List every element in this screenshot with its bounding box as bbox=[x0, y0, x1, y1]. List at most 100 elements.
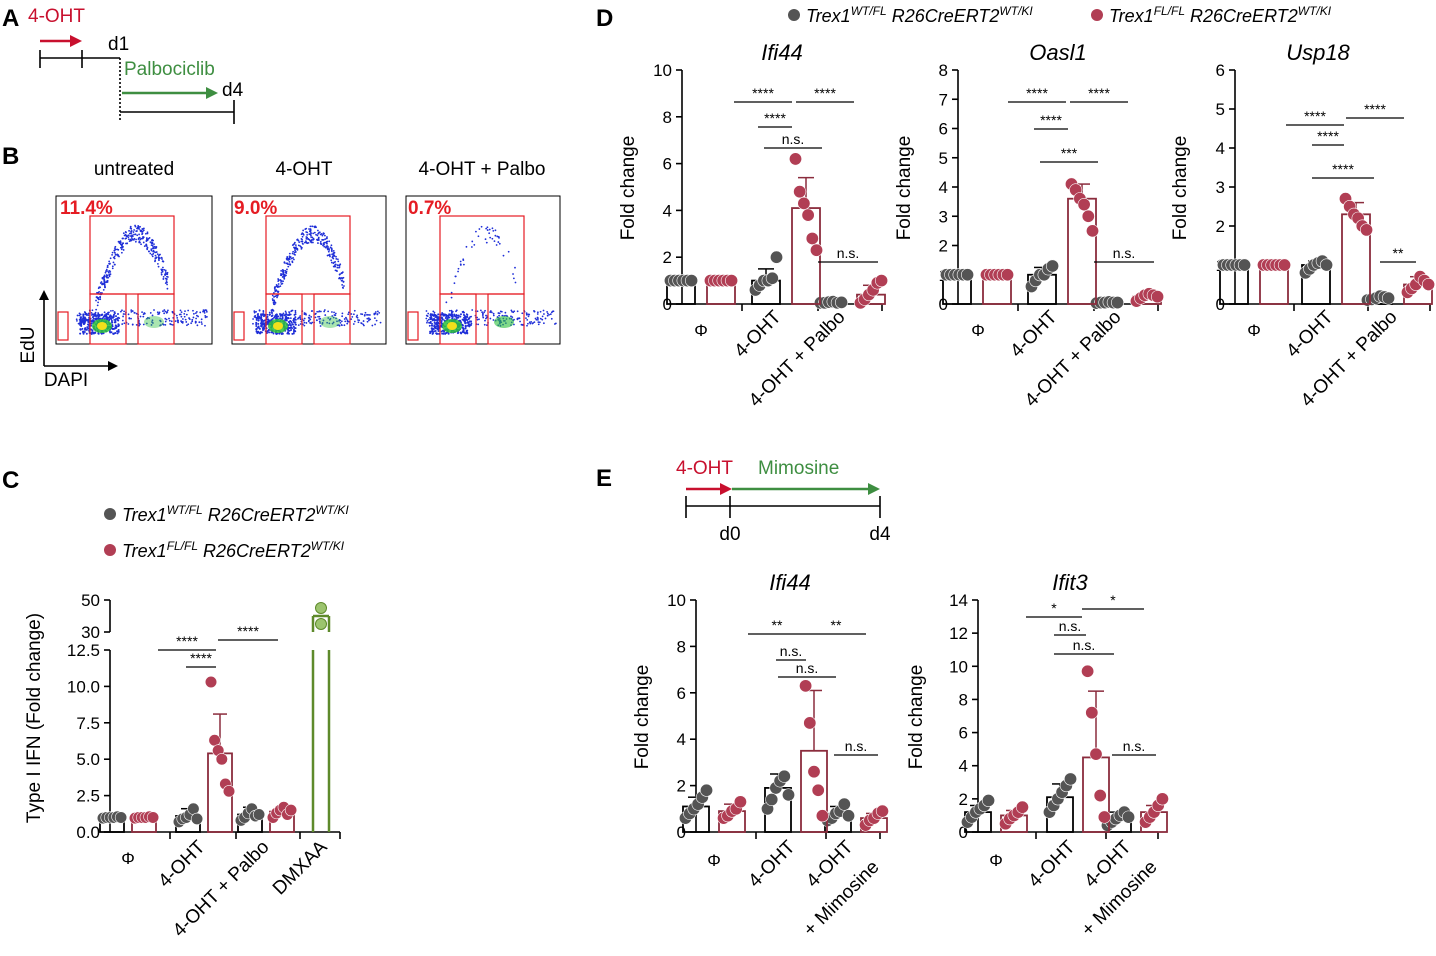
flow-dot bbox=[425, 310, 428, 312]
flow-dot bbox=[485, 317, 487, 320]
flow-dot bbox=[199, 311, 202, 314]
D1-point-1-1-5 bbox=[809, 243, 823, 257]
flow-dot bbox=[457, 314, 460, 317]
flow-dot bbox=[331, 253, 334, 256]
panel-a-d1-label: d1 bbox=[108, 34, 129, 55]
flow-dot bbox=[546, 312, 549, 315]
flow-dot bbox=[321, 322, 324, 325]
flow-dot bbox=[342, 276, 345, 279]
flow-dot bbox=[330, 261, 333, 264]
flow-dot bbox=[127, 234, 130, 237]
flow-dot bbox=[533, 321, 536, 323]
flow-dot bbox=[108, 330, 111, 333]
flow-dot bbox=[154, 257, 157, 260]
flow-dot bbox=[130, 310, 133, 313]
c-point-1-2-5 bbox=[284, 804, 298, 817]
flow-dot bbox=[486, 226, 489, 229]
flow-dot bbox=[536, 311, 539, 314]
D1-point-0-0-5 bbox=[684, 274, 698, 288]
flow-dot bbox=[168, 317, 170, 320]
flow-dot bbox=[157, 265, 160, 268]
E2-point-0-1-5 bbox=[1064, 772, 1078, 786]
flow-dot bbox=[139, 323, 141, 326]
flow-dot bbox=[345, 318, 348, 320]
flow-dot bbox=[94, 312, 96, 315]
flow-dot bbox=[428, 324, 431, 327]
flow-dot bbox=[288, 260, 291, 263]
flow-dot bbox=[81, 318, 84, 321]
flow-dot bbox=[464, 315, 467, 318]
flow-dot bbox=[111, 265, 114, 268]
flow-dot bbox=[441, 329, 444, 332]
flow-dots-2 bbox=[425, 225, 557, 335]
E1-sig-label-3: n.s. bbox=[796, 660, 819, 676]
flow-dot bbox=[187, 323, 190, 326]
D3-sig-label-0: **** bbox=[1304, 108, 1326, 124]
d2-xlabel-phi: Φ bbox=[971, 321, 985, 340]
flow-dot bbox=[281, 317, 284, 320]
flow-dot bbox=[157, 255, 160, 257]
flow-dot bbox=[494, 234, 497, 237]
flow-dot bbox=[181, 318, 184, 320]
flow-dot bbox=[105, 268, 108, 271]
E2-point-1-1-4 bbox=[1097, 810, 1111, 824]
flow-dot bbox=[129, 239, 132, 242]
flow-dot bbox=[90, 311, 93, 314]
flow-dot bbox=[314, 313, 317, 316]
flow-dot bbox=[252, 318, 254, 320]
flow-dot bbox=[536, 313, 539, 315]
flow-dot bbox=[108, 318, 111, 321]
flow-dot bbox=[288, 329, 291, 332]
flow-dot bbox=[298, 241, 301, 244]
panel-c: C Trex1WT/FL R26CreERT2WT/KI Trex1FL/FL … bbox=[2, 467, 349, 941]
flow-dot bbox=[323, 243, 325, 246]
flow-dot bbox=[119, 243, 122, 246]
c-ytick-upper-label-1: 50 bbox=[81, 591, 100, 610]
flow-dot bbox=[333, 311, 335, 314]
flow-dot bbox=[483, 323, 486, 326]
flow-dot bbox=[128, 232, 131, 235]
flow-dot bbox=[183, 312, 186, 315]
flow-dot bbox=[464, 321, 466, 324]
c-point-0-2-5 bbox=[252, 808, 266, 821]
flow-dot bbox=[116, 248, 119, 251]
flow-dot bbox=[530, 321, 533, 323]
flow-dot bbox=[490, 311, 493, 314]
flow-dot bbox=[160, 268, 163, 271]
flow-dot bbox=[326, 248, 329, 251]
flow-dot bbox=[130, 237, 133, 239]
flow-dot bbox=[476, 316, 478, 319]
flow-dot bbox=[432, 310, 435, 313]
flow-dot bbox=[317, 232, 320, 235]
flow-dot bbox=[443, 313, 446, 316]
flow-dot bbox=[116, 317, 119, 320]
flow-dot bbox=[276, 296, 278, 299]
flow-dot bbox=[324, 314, 327, 316]
E2-point-0-0-5 bbox=[981, 794, 995, 808]
flow-dot bbox=[554, 322, 557, 325]
c-ytick-upper-label-0: 30 bbox=[81, 623, 100, 642]
flow-dot bbox=[149, 312, 152, 314]
flow-dot bbox=[117, 330, 120, 333]
flow-dot bbox=[85, 318, 88, 321]
panel-b: B untreated 4-OHT 4-OHT + Palbo 11.4% 9.… bbox=[2, 143, 561, 391]
flow-dot bbox=[312, 241, 314, 244]
flow-dot bbox=[130, 235, 133, 238]
flow-dot bbox=[91, 309, 94, 312]
flow-dot bbox=[326, 254, 329, 257]
flow-dot bbox=[258, 309, 261, 312]
flow-gate-subg1-2 bbox=[407, 311, 419, 341]
E2-ytick-label-1: 2 bbox=[959, 790, 968, 809]
flow-dot bbox=[104, 271, 107, 274]
flow-dot bbox=[190, 322, 193, 325]
flow-dot bbox=[180, 315, 183, 318]
D1-point-1-1-2 bbox=[797, 196, 811, 210]
flow-dot bbox=[337, 264, 340, 267]
flow-dot bbox=[528, 321, 531, 324]
flow-dot bbox=[136, 234, 139, 237]
flow-dot bbox=[82, 314, 85, 317]
flow-dot bbox=[135, 230, 138, 233]
flow-dot bbox=[288, 311, 290, 313]
D2-point-0-1-5 bbox=[1046, 259, 1060, 273]
